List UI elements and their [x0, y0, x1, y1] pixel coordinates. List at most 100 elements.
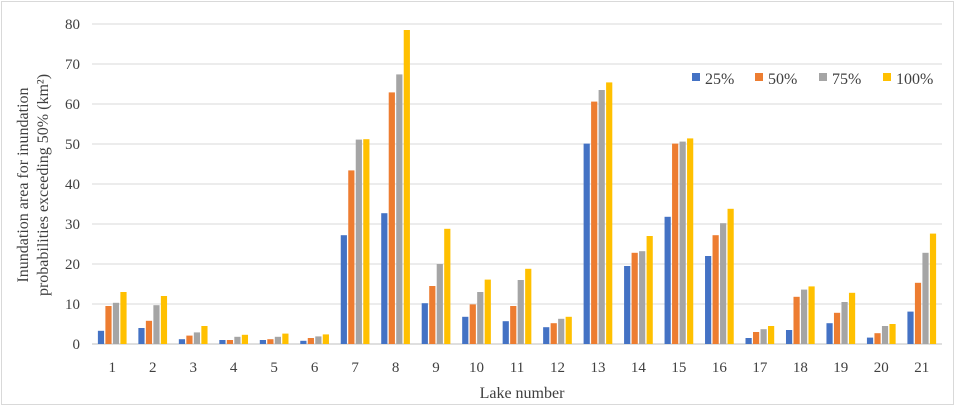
- y-tick-label: 0: [73, 337, 81, 353]
- bar-lake-13-75pct: [598, 90, 605, 344]
- bar-lake-16-100pct: [727, 208, 734, 344]
- y-tick-label: 50: [65, 137, 80, 153]
- bar-lake-9-75pct: [436, 264, 443, 344]
- gridlines: [92, 23, 942, 345]
- x-tick-label: 4: [230, 360, 238, 376]
- legend-label: 75%: [832, 71, 861, 88]
- bar-lake-8-25pct: [381, 213, 388, 344]
- bar-lake-16-50pct: [712, 235, 719, 344]
- bar-lake-11-25pct: [502, 321, 509, 344]
- bar-lake-1-50pct: [105, 306, 112, 344]
- bar-lake-11-75pct: [517, 280, 524, 344]
- bar-lake-8-75pct: [396, 74, 403, 345]
- legend-label: 100%: [896, 71, 933, 88]
- x-tick-label: 15: [671, 360, 686, 376]
- bar-lake-20-75pct: [881, 326, 889, 344]
- bar-lake-14-75pct: [639, 251, 646, 344]
- bar-lake-15-75pct: [679, 141, 686, 344]
- bar-lake-9-25pct: [421, 303, 428, 344]
- bar-lake-2-75pct: [153, 305, 160, 344]
- bar-lake-3-75pct: [193, 332, 201, 344]
- bar-lake-7-100pct: [363, 139, 370, 344]
- y-tick-label: 70: [65, 57, 80, 73]
- x-tick-label: 17: [752, 360, 768, 376]
- bar-lake-1-25pct: [97, 330, 105, 344]
- bar-lake-7-50pct: [348, 170, 355, 344]
- x-tick-label: 6: [311, 360, 319, 376]
- bar-lake-17-100pct: [768, 326, 775, 344]
- bar-lake-11-100pct: [525, 268, 532, 344]
- x-tick-label: 18: [793, 360, 808, 376]
- bar-lake-15-50pct: [672, 143, 679, 344]
- bar-lake-10-75pct: [477, 292, 484, 344]
- x-tick-label: 14: [631, 360, 647, 376]
- y-tick-label: 10: [65, 297, 80, 313]
- bar-lake-14-100pct: [646, 236, 653, 344]
- bar-lake-21-50pct: [914, 282, 922, 344]
- y-axis-title: Inundation area for inundation probabili…: [15, 74, 52, 296]
- bar-lake-14-25pct: [624, 266, 631, 344]
- y-tick-label: 30: [65, 217, 80, 233]
- y-tick-label: 20: [65, 257, 80, 273]
- bar-lake-8-100pct: [403, 30, 410, 344]
- bar-lake-2-100pct: [160, 296, 168, 344]
- bar-lake-6-75pct: [315, 336, 322, 344]
- bar-lake-21-25pct: [907, 311, 914, 344]
- bar-lake-21-100pct: [929, 233, 937, 344]
- bar-lake-10-25pct: [462, 316, 469, 344]
- x-tick-label: 12: [550, 360, 565, 376]
- bar-lake-14-50pct: [631, 252, 638, 344]
- bar-lake-6-50pct: [307, 338, 314, 344]
- x-tick-label: 11: [510, 360, 524, 376]
- legend-label: 50%: [768, 71, 797, 88]
- bar-lake-10-50pct: [469, 304, 476, 344]
- bar-lake-1-75pct: [112, 302, 120, 344]
- x-axis-title: Lake number: [480, 385, 566, 402]
- legend: 25% 50% 75% 100%: [692, 71, 933, 88]
- bar-lake-2-50pct: [145, 320, 153, 344]
- bar-lake-17-25pct: [745, 338, 752, 344]
- bar-lake-5-100pct: [282, 333, 289, 344]
- bar-lake-7-75pct: [355, 139, 362, 344]
- bar-lake-18-75pct: [800, 289, 808, 344]
- bar-lake-11-50pct: [510, 306, 517, 344]
- bar-lake-15-25pct: [664, 216, 671, 344]
- bar-lake-12-100pct: [565, 316, 572, 344]
- bar-lake-13-25pct: [583, 143, 590, 344]
- bar-lake-15-100pct: [687, 138, 694, 344]
- bar-lake-12-25pct: [543, 327, 550, 344]
- bar-lake-9-50pct: [429, 286, 436, 344]
- y-tick-label: 60: [65, 97, 80, 113]
- x-tick-label: 16: [712, 360, 728, 376]
- legend-swatch: [692, 73, 700, 81]
- x-tick-labels: 1 2 3 4 5 6 7 8 9 10 11 12 13 14 15 16 17 18 19 20 21: [108, 360, 929, 376]
- bar-lake-17-50pct: [753, 332, 760, 344]
- bar-lake-12-50pct: [550, 323, 557, 344]
- bar-lake-20-25pct: [866, 337, 874, 344]
- bar-lake-6-100pct: [322, 334, 329, 344]
- x-tick-label: 2: [149, 360, 157, 376]
- y-tick-label: 80: [65, 17, 80, 33]
- bar-lake-3-25pct: [178, 339, 186, 344]
- bar-lake-10-100pct: [484, 279, 491, 344]
- bar-lake-3-50pct: [186, 335, 193, 344]
- bar-lake-18-100pct: [808, 286, 815, 344]
- x-tick-label: 5: [270, 360, 278, 376]
- legend-swatch: [819, 73, 827, 81]
- x-tick-label: 21: [914, 360, 929, 376]
- bar-lake-7-25pct: [340, 235, 347, 344]
- bar-lake-9-100pct: [444, 228, 451, 344]
- bar-lake-4-100pct: [241, 334, 249, 344]
- y-tick-label: 40: [65, 177, 80, 193]
- bars: [97, 30, 937, 345]
- bar-lake-16-75pct: [720, 223, 727, 344]
- bar-lake-5-50pct: [267, 339, 274, 344]
- bar-lake-6-25pct: [300, 340, 307, 344]
- bar-lake-19-50pct: [833, 312, 841, 344]
- bar-lake-8-50pct: [388, 92, 395, 345]
- bar-lake-3-100pct: [201, 326, 208, 344]
- bar-lake-4-50pct: [226, 340, 234, 344]
- bar-lake-18-25pct: [785, 330, 793, 344]
- x-tick-label: 8: [392, 360, 400, 376]
